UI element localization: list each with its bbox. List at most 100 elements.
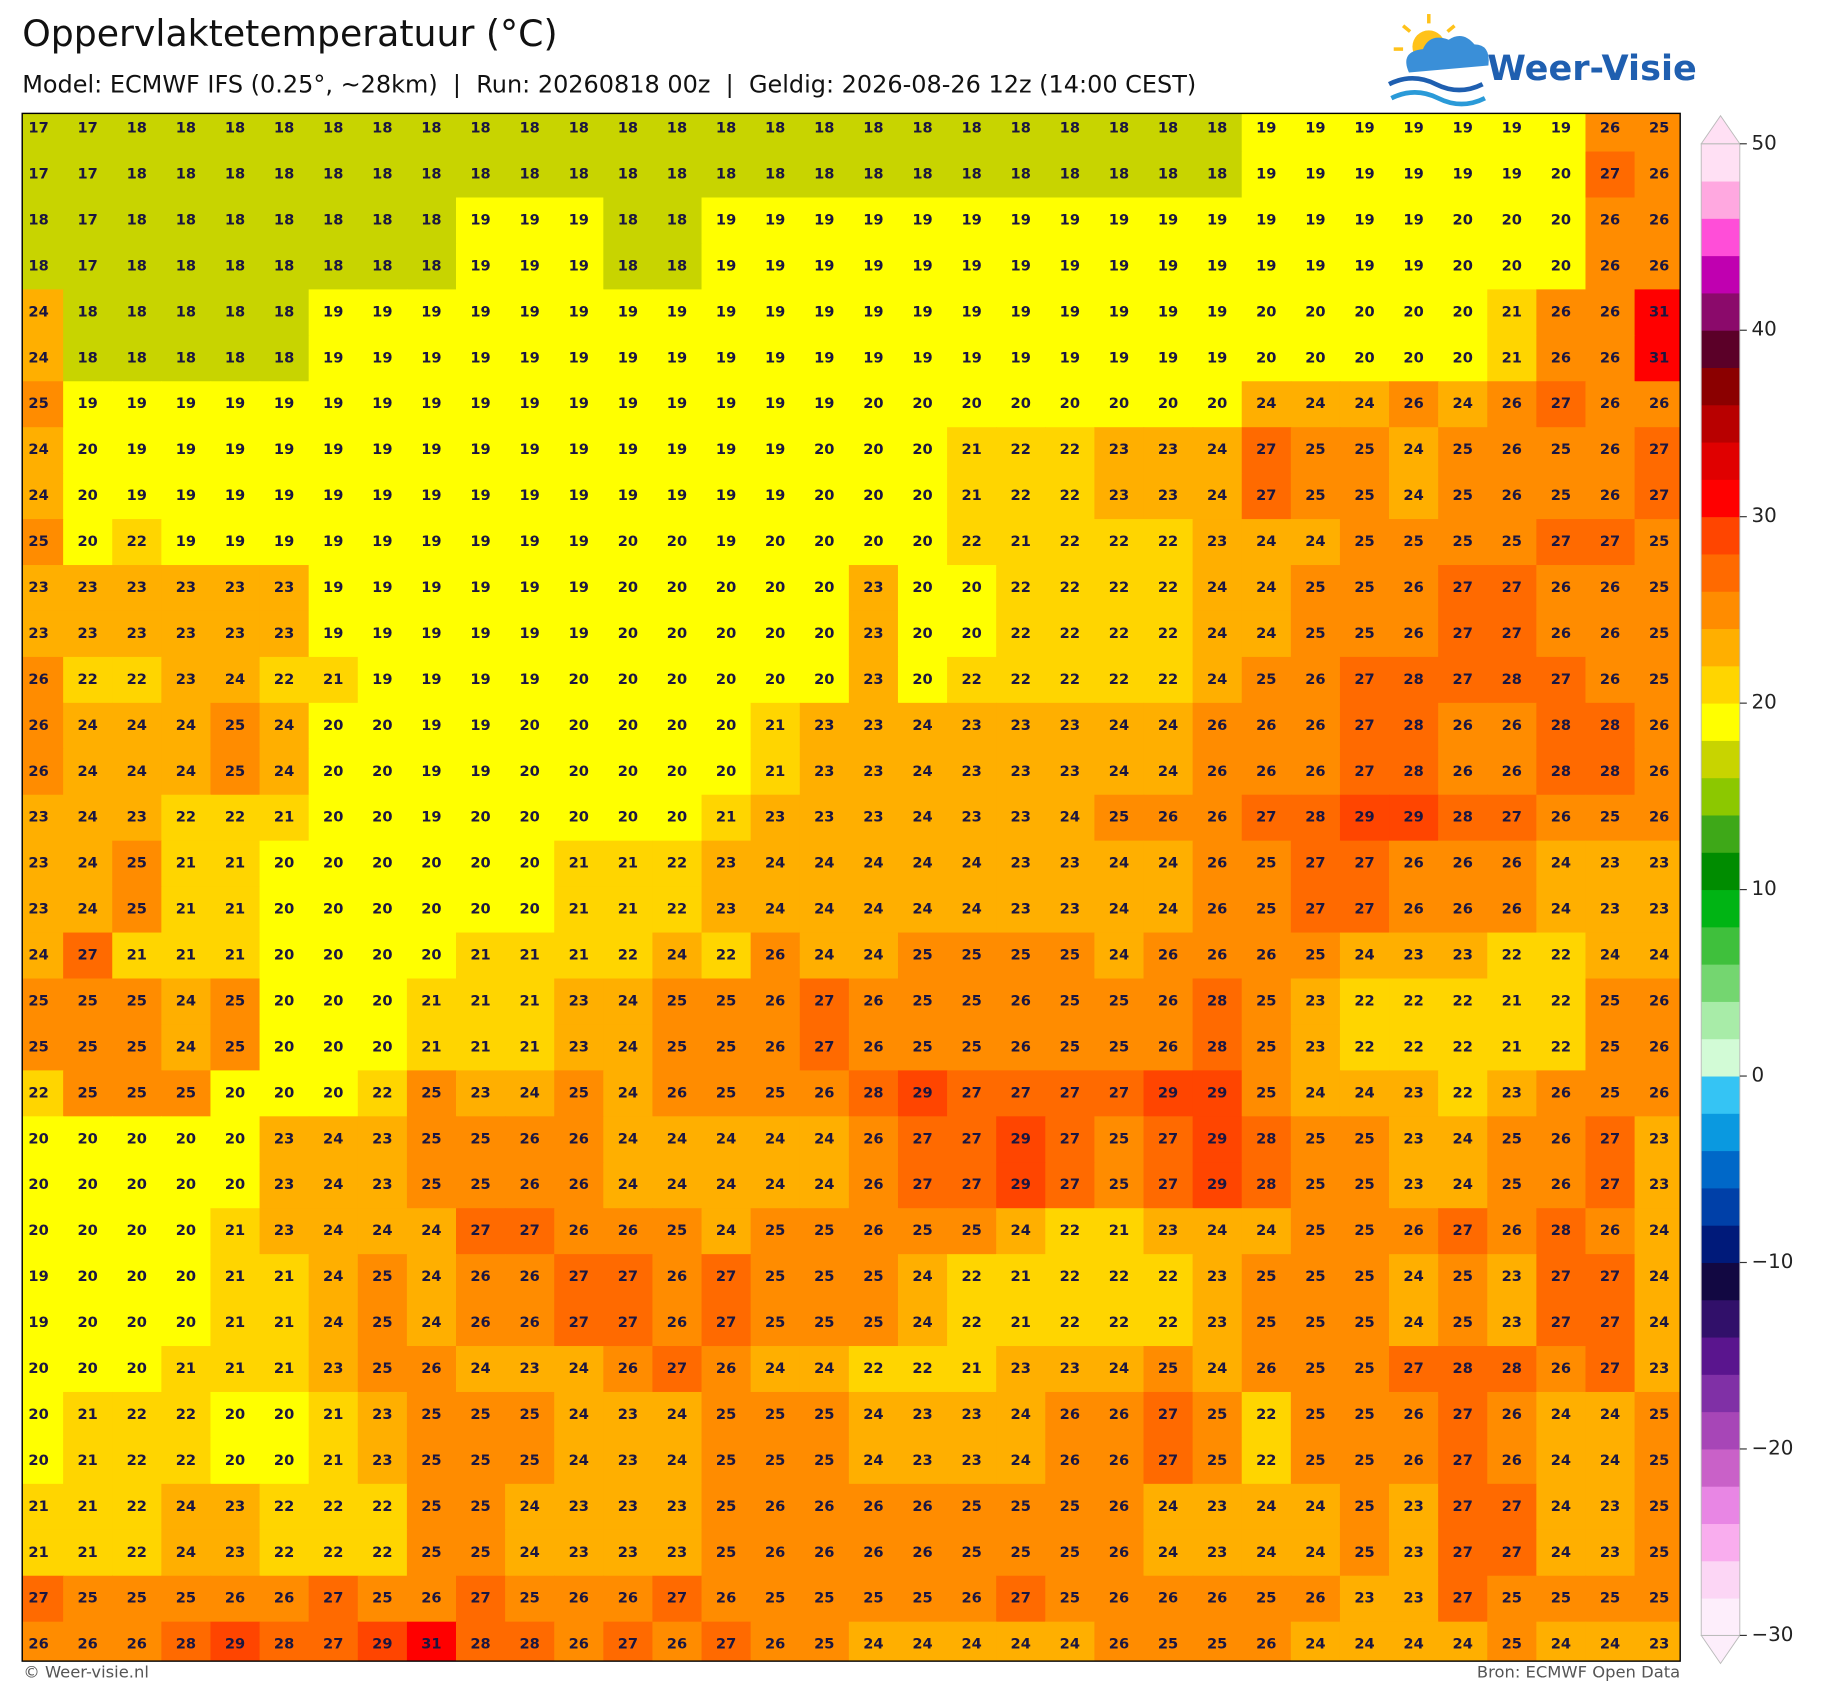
temperature-cell: [1094, 1575, 1145, 1623]
temperature-value: 20: [1060, 395, 1080, 412]
temperature-value: 24: [765, 855, 785, 872]
temperature-cell: [1339, 1254, 1390, 1301]
colorbar-tick-label: 20: [1752, 691, 1777, 714]
temperature-value: 22: [1060, 1222, 1080, 1239]
temperature-cell: [603, 1483, 654, 1531]
temperature-cell: [750, 381, 801, 428]
temperature-value: 24: [667, 1130, 687, 1147]
temperature-cell: [210, 1529, 261, 1577]
temperature-cell: [505, 289, 555, 337]
temperature-value: 25: [1060, 992, 1080, 1009]
temperature-value: 28: [1305, 809, 1325, 826]
temperature-cell: [1487, 1070, 1538, 1118]
temperature-value: 26: [1256, 763, 1276, 780]
temperature-cell: [1290, 1300, 1341, 1347]
temperature-cell: [1487, 610, 1538, 658]
temperature-value: 19: [569, 533, 589, 550]
temperature-value: 31: [1649, 303, 1669, 320]
temperature-cell: [848, 1116, 899, 1163]
temperature-value: 26: [1109, 1636, 1129, 1653]
temperature-value: 25: [1305, 1452, 1325, 1469]
temperature-value: 24: [912, 809, 932, 826]
temperature-value: 20: [323, 855, 343, 872]
temperature-value: 23: [1305, 992, 1325, 1009]
temperature-cell: [652, 840, 703, 888]
temperature-value: 24: [323, 1176, 343, 1193]
temperature-cell: [1094, 335, 1145, 382]
temperature-value: 20: [274, 947, 294, 964]
temperature-cell: [750, 1621, 801, 1662]
temperature-value: 23: [1600, 1544, 1620, 1561]
temperature-cell: [603, 197, 654, 245]
temperature-value: 26: [1305, 1590, 1325, 1607]
temperature-cell: [1339, 1621, 1390, 1662]
temperature-cell: [1487, 197, 1538, 245]
temperature-cell: [505, 702, 555, 750]
temperature-cell: [112, 243, 163, 291]
temperature-value: 22: [1011, 441, 1031, 458]
temperature-cell: [1389, 427, 1439, 474]
temperature-cell: [603, 1070, 654, 1118]
temperature-cell: [308, 113, 359, 153]
temperature-cell: [161, 1254, 212, 1301]
temperature-cell: [112, 1346, 163, 1393]
temperature-value: 24: [1403, 487, 1423, 504]
temperature-cell: [456, 1346, 506, 1393]
temperature-value: 22: [372, 1084, 392, 1101]
temperature-cell: [848, 1483, 899, 1531]
temperature-cell: [1487, 473, 1538, 520]
temperature-cell: [701, 381, 752, 428]
temperature-value: 23: [1011, 809, 1031, 826]
temperature-value: 19: [323, 533, 343, 550]
temperature-cell: [652, 1483, 703, 1531]
temperature-cell: [1290, 840, 1341, 888]
temperature-value: 24: [1256, 533, 1276, 550]
temperature-value: 19: [225, 395, 245, 412]
temperature-cell: [259, 1529, 310, 1577]
colorbar-band: [1701, 143, 1740, 182]
temperature-value: 23: [225, 579, 245, 596]
temperature-cell: [406, 1162, 457, 1209]
temperature-cell: [947, 610, 997, 658]
temperature-field: [22, 113, 1681, 1662]
temperature-value: 23: [961, 763, 981, 780]
logo-wave: [1388, 75, 1484, 93]
temperature-value: 24: [1011, 1406, 1031, 1423]
temperature-value: 20: [225, 1130, 245, 1147]
temperature-cell: [456, 1070, 506, 1118]
temperature-value: 19: [421, 303, 441, 320]
temperature-value: 22: [1158, 1314, 1178, 1331]
colorbar-band: [1701, 1448, 1740, 1487]
temperature-cell: [63, 1391, 113, 1439]
temperature-value: 24: [1551, 1452, 1571, 1469]
temperature-value: 23: [961, 809, 981, 826]
temperature-cell: [112, 610, 163, 658]
temperature-value: 24: [1158, 901, 1178, 918]
temperature-value: 19: [519, 349, 539, 366]
temperature-value: 23: [569, 1544, 589, 1561]
temperature-cell: [161, 381, 212, 428]
temperature-cell: [603, 656, 654, 704]
temperature-value: 18: [1060, 120, 1080, 137]
temperature-cell: [1339, 197, 1390, 245]
temperature-cell: [897, 1070, 948, 1118]
temperature-value: 23: [176, 579, 196, 596]
temperature-value: 19: [1403, 120, 1423, 137]
temperature-cell: [1536, 886, 1587, 934]
temperature-value: 26: [961, 1590, 981, 1607]
temperature-cell: [1585, 840, 1636, 888]
temperature-value: 22: [78, 671, 98, 688]
temperature-cell: [652, 1391, 703, 1439]
temperature-value: 25: [225, 717, 245, 734]
temperature-cell: [1045, 427, 1096, 474]
temperature-cell: [701, 794, 752, 842]
temperature-cell: [897, 794, 948, 842]
temperature-cell: [161, 1483, 212, 1531]
temperature-value: 22: [127, 1406, 147, 1423]
temperature-value: 20: [716, 579, 736, 596]
temperature-value: 26: [1109, 1406, 1129, 1423]
temperature-value: 25: [1600, 992, 1620, 1009]
temperature-cell: [112, 1024, 163, 1072]
temperature-cell: [603, 886, 654, 934]
temperature-value: 18: [569, 120, 589, 137]
